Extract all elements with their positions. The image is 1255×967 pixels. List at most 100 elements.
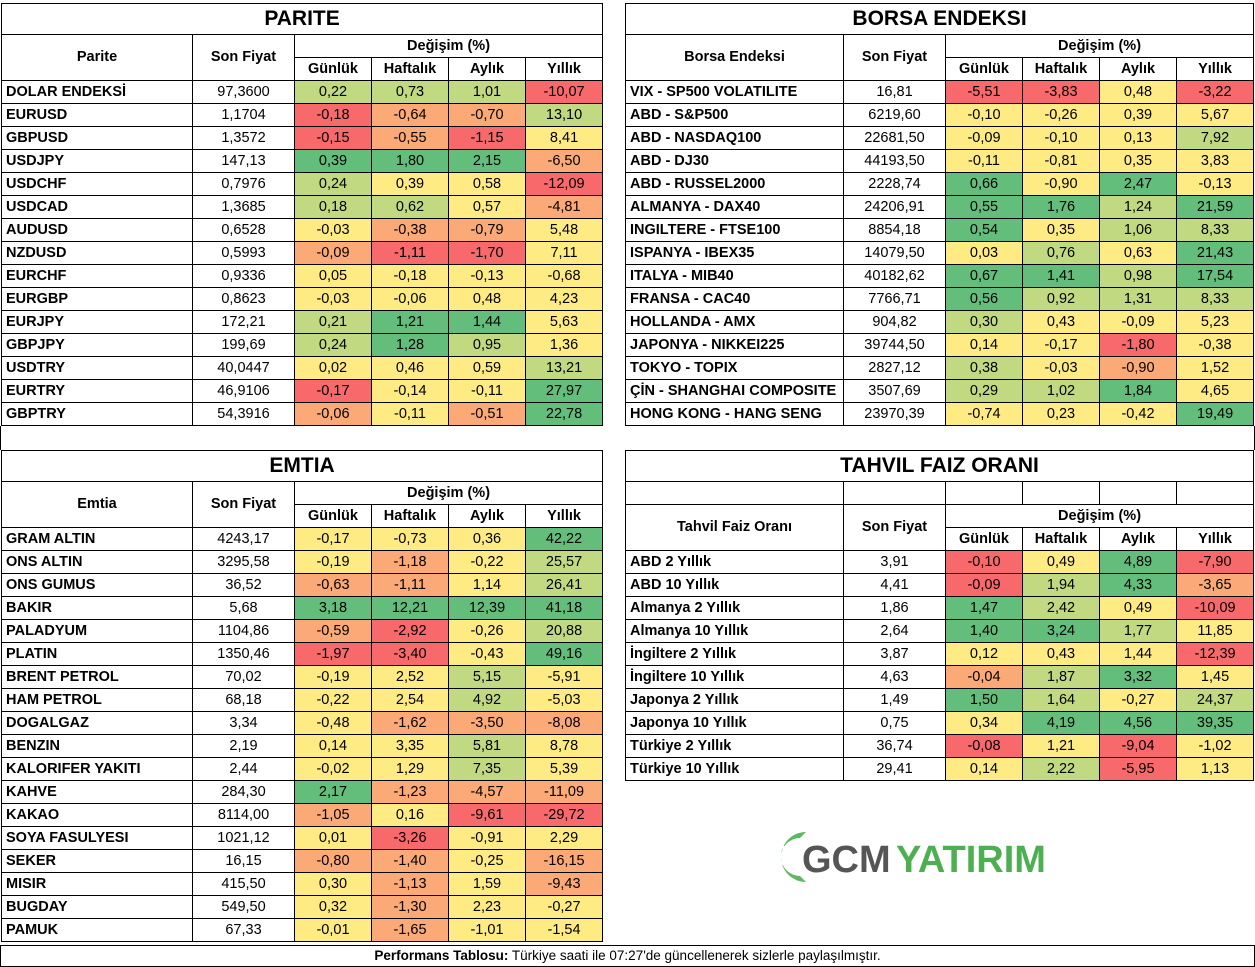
row-name: EURCHF [1, 264, 193, 288]
row-change-d: -1,97 [294, 642, 372, 666]
row-change-m: 7,35 [448, 757, 526, 781]
parite-col-weekly: Haftalık [371, 57, 449, 81]
row-price: 3,87 [843, 642, 946, 666]
row-change-d: -0,80 [294, 849, 372, 873]
row-change-y: -0,27 [524, 895, 604, 919]
row-change-w: -0,26 [1022, 103, 1100, 127]
row-change-y: -9,43 [524, 872, 604, 896]
section-divider [0, 426, 1255, 450]
row-change-w: -1,40 [371, 849, 449, 873]
footer-note: Performans Tablosu: Türkiye saati ile 07… [0, 945, 1255, 967]
row-change-m: 0,36 [448, 527, 526, 551]
row-change-w: -0,06 [371, 287, 449, 311]
row-change-w: -1,62 [371, 711, 449, 735]
table-row: ITALYA - MIB40 40182,62 0,67 1,41 0,98 17,54 [625, 264, 1255, 288]
row-change-d: 0,01 [294, 826, 372, 850]
row-name: TOKYO - TOPIX [625, 356, 844, 380]
row-name: NZDUSD [1, 241, 193, 265]
row-price: 2827,12 [843, 356, 946, 380]
row-change-d: -0,18 [294, 103, 372, 127]
table-row: ABD - RUSSEL2000 2228,74 0,66 -0,90 2,47 -0,1… [625, 172, 1255, 196]
row-price: 24206,91 [843, 195, 946, 219]
row-change-w: 1,28 [371, 333, 449, 357]
row-price: 8854,18 [843, 218, 946, 242]
row-change-y: -11,09 [524, 780, 604, 804]
row-name: GBPTRY [1, 402, 193, 426]
emtia-col-name: Emtia [1, 481, 193, 528]
row-price: 7766,71 [843, 287, 946, 311]
borsa-col-yearly: Yıllık [1175, 57, 1255, 81]
emtia-col-yearly: Yıllık [524, 504, 604, 528]
row-price: 67,33 [192, 918, 295, 942]
row-name: SOYA FASULYESI [1, 826, 193, 850]
row-change-m: 2,47 [1099, 172, 1177, 196]
row-name: EURUSD [1, 103, 193, 127]
table-row: GBPTRY 54,3916 -0,06 -0,11 -0,51 22,78 [1, 402, 604, 426]
row-change-w: 0,43 [1022, 310, 1100, 334]
row-change-y: 42,22 [524, 527, 604, 551]
row-name: GBPJPY [1, 333, 193, 357]
table-row: İngiltere 10 Yıllık 4,63 -0,04 1,87 3,32 1,45 [625, 665, 1255, 689]
row-change-d: -0,63 [294, 573, 372, 597]
table-row: BAKIR 5,68 3,18 12,21 12,39 41,18 [1, 596, 604, 620]
table-row: TOKYO - TOPIX 2827,12 0,38 -0,03 -0,90 1,52 [625, 356, 1255, 380]
row-name: VIX - SP500 VOLATILITE [625, 80, 844, 104]
row-change-d: -0,74 [945, 402, 1023, 426]
row-name: ABD - NASDAQ100 [625, 126, 844, 150]
row-change-w: 1,02 [1022, 379, 1100, 403]
row-change-d: -0,02 [294, 757, 372, 781]
tahvil-col-yearly: Yıllık [1175, 527, 1255, 551]
row-price: 2228,74 [843, 172, 946, 196]
row-change-d: 0,22 [294, 80, 372, 104]
row-change-m: 0,98 [1099, 264, 1177, 288]
row-price: 1,86 [843, 596, 946, 620]
row-change-w: 1,80 [371, 149, 449, 173]
row-name: BAKIR [1, 596, 193, 620]
row-change-y: 2,29 [524, 826, 604, 850]
row-change-m: 1,14 [448, 573, 526, 597]
table-row: DOLAR ENDEKSİ 97,3600 0,22 0,73 1,01 -10,07 [1, 80, 604, 104]
borsa-col-monthly: Aylık [1099, 57, 1177, 81]
tahvil-title: TAHVIL FAIZ ORANI [624, 450, 1255, 482]
row-change-w: -1,11 [371, 241, 449, 265]
row-change-y: -7,90 [1175, 550, 1255, 574]
borsa-col-name: Borsa Endeksi [625, 34, 844, 81]
row-change-w: -3,40 [371, 642, 449, 666]
row-change-d: 1,40 [945, 619, 1023, 643]
parite-col-change: Değişim (%) [293, 34, 604, 58]
row-price: 199,69 [192, 333, 295, 357]
row-change-w: 0,43 [1022, 642, 1100, 666]
row-price: 415,50 [192, 872, 295, 896]
row-name: HAM PETROL [1, 688, 193, 712]
row-change-y: 26,41 [524, 573, 604, 597]
table-row: EURGBP 0,8623 -0,03 -0,06 0,48 4,23 [1, 287, 604, 311]
row-price: 46,9106 [192, 379, 295, 403]
row-change-m: -0,91 [448, 826, 526, 850]
table-row: Türkiye 2 Yıllık 36,74 -0,08 1,21 -9,04 -1,02 [625, 734, 1255, 758]
row-change-d: 0,32 [294, 895, 372, 919]
row-change-w: -0,64 [371, 103, 449, 127]
row-change-m: -0,79 [448, 218, 526, 242]
row-change-y: 1,52 [1175, 356, 1255, 380]
tahvil-col-price: Son Fiyat [843, 504, 946, 551]
row-change-m: -1,80 [1099, 333, 1177, 357]
table-row: AUDUSD 0,6528 -0,03 -0,38 -0,79 5,48 [1, 218, 604, 242]
row-price: 36,74 [843, 734, 946, 758]
row-price: 5,68 [192, 596, 295, 620]
row-change-m: 0,35 [1099, 149, 1177, 173]
row-change-w: 0,46 [371, 356, 449, 380]
row-change-w: 2,22 [1022, 757, 1100, 781]
table-row: GBPJPY 199,69 0,24 1,28 0,95 1,36 [1, 333, 604, 357]
parite-table: PARITE Parite Son Fiyat Değişim (%) Günl… [0, 3, 604, 426]
row-change-y: -16,15 [524, 849, 604, 873]
row-change-m: 2,23 [448, 895, 526, 919]
table-row: DOGALGAZ 3,34 -0,48 -1,62 -3,50 -8,08 [1, 711, 604, 735]
row-change-m: -0,13 [448, 264, 526, 288]
emtia-col-change: Değişim (%) [293, 481, 604, 505]
row-change-m: 1,06 [1099, 218, 1177, 242]
row-change-d: 0,39 [294, 149, 372, 173]
row-change-d: 0,24 [294, 172, 372, 196]
row-name: ABD 10 Yıllık [625, 573, 844, 597]
row-change-w: -3,26 [371, 826, 449, 850]
row-change-d: 0,24 [294, 333, 372, 357]
